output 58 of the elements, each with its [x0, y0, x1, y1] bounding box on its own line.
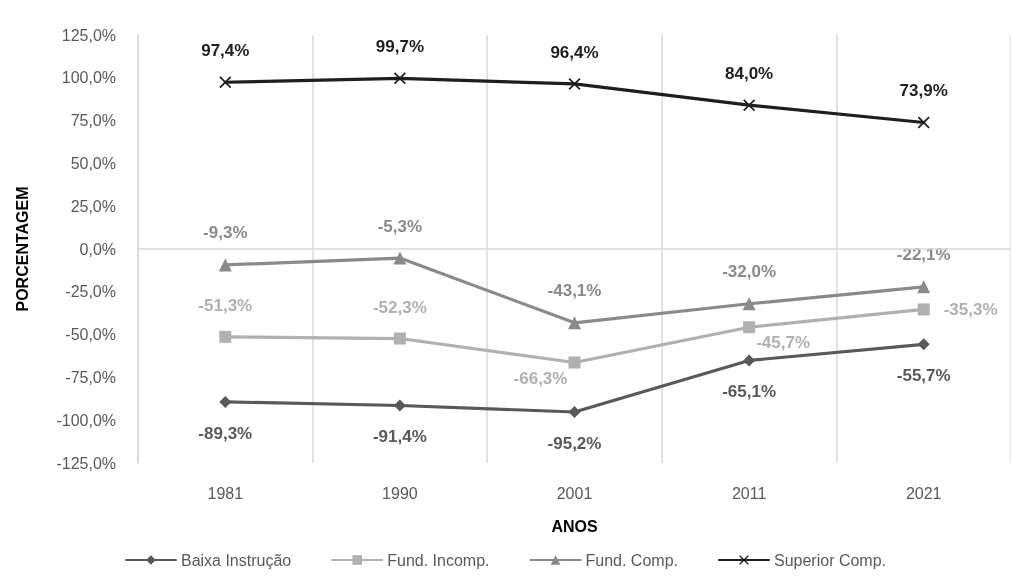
point — [917, 280, 931, 294]
y-tick-label: 125,0% — [61, 26, 116, 44]
data-label: -45,7% — [756, 333, 811, 353]
x-tick-label: 1981 — [207, 484, 244, 502]
data-label: 97,4% — [201, 41, 250, 61]
data-label: -43,1% — [547, 281, 602, 301]
point — [743, 321, 756, 334]
point — [219, 330, 232, 343]
x-tick-label: 2001 — [556, 484, 593, 502]
legend-label: Fund. Comp. — [585, 551, 678, 569]
y-tick-label: 0,0% — [79, 240, 116, 258]
data-label: -95,2% — [547, 433, 602, 453]
x-tick-label: 2011 — [731, 484, 767, 502]
y-tick-label: -100,0% — [56, 411, 116, 429]
data-label: -66,3% — [513, 368, 568, 388]
legend-label: Superior Comp. — [774, 551, 887, 569]
point — [917, 303, 930, 316]
legend-label: Baixa Instrução — [180, 551, 292, 569]
y-tick-label: 50,0% — [70, 154, 116, 172]
data-label: -35,3% — [943, 299, 998, 319]
data-label: -9,3% — [203, 223, 248, 243]
data-label: 84,0% — [725, 64, 774, 84]
point — [743, 99, 756, 112]
point — [568, 405, 581, 418]
x-tick-label: 2021 — [905, 484, 942, 502]
y-axis-title: PORCENTAGEM — [13, 186, 31, 312]
legend-label: Fund. Incomp. — [387, 551, 490, 569]
y-tick-label: -25,0% — [65, 283, 116, 301]
point — [393, 251, 407, 265]
x-axis-title: ANOS — [551, 517, 598, 535]
data-label: -55,7% — [896, 366, 951, 386]
y-tick-label: -125,0% — [56, 454, 116, 472]
data-label: 99,7% — [375, 37, 424, 57]
data-label: -52,3% — [372, 297, 427, 317]
y-tick-label: 75,0% — [70, 112, 116, 130]
point — [917, 338, 930, 351]
point — [743, 354, 756, 367]
point — [393, 332, 406, 345]
point — [742, 297, 756, 311]
data-label: -89,3% — [198, 423, 253, 443]
data-label: 73,9% — [899, 81, 948, 101]
point — [218, 258, 232, 272]
data-label: -91,4% — [372, 427, 427, 447]
data-label: -5,3% — [377, 216, 423, 236]
data-label: -51,3% — [198, 295, 253, 315]
y-tick-label: 100,0% — [61, 69, 116, 87]
y-tick-label: -75,0% — [65, 368, 116, 386]
point — [917, 116, 930, 129]
point — [568, 356, 581, 369]
data-label: -22,1% — [896, 245, 951, 265]
point — [219, 76, 232, 89]
point — [568, 316, 581, 330]
data-label: -32,0% — [722, 262, 777, 282]
y-tick-label: -50,0% — [65, 326, 116, 344]
data-label: 96,4% — [550, 42, 599, 62]
y-tick-label: 25,0% — [70, 197, 116, 215]
x-tick-label: 1990 — [382, 484, 418, 502]
data-label: -65,1% — [722, 382, 777, 402]
